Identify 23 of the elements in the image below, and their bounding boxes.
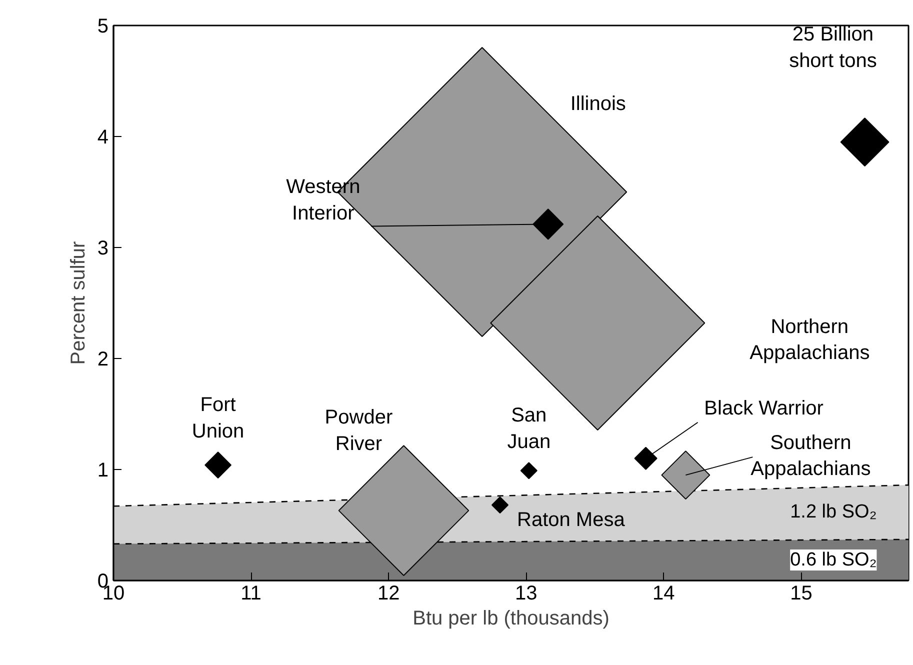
y-axis-title: Percent sulfur — [67, 240, 90, 365]
text: Black Warrior — [704, 397, 824, 420]
series-label: Fort Union — [192, 394, 244, 442]
series-label: 1.2 lb SO₂ — [790, 502, 877, 523]
x-tick-label: 12 — [377, 582, 400, 604]
series-label: Raton Mesa — [516, 509, 626, 532]
text: Northern Appalachians — [750, 316, 870, 364]
series-label: 0.6 lb SO₂ — [790, 549, 877, 570]
series-label: Powder River — [324, 406, 393, 455]
series-label: Illinois — [570, 93, 626, 115]
x-axis-title: Btu per lb (thousands) — [412, 608, 610, 630]
x-tick-label: 14 — [652, 582, 675, 604]
y-tick-label: 4 — [97, 126, 108, 148]
x-tick-label: 15 — [790, 582, 812, 604]
series-label: San Juan — [507, 404, 551, 453]
legend-label: 25 Billion short tons — [789, 24, 877, 72]
x-tick-label: 13 — [515, 582, 538, 604]
y-tick-label: 2 — [97, 348, 108, 370]
text: Southern Appalachians — [750, 432, 871, 480]
y-tick-label: 1 — [97, 460, 108, 482]
x-tick-label: 11 — [240, 582, 262, 604]
y-tick-label: 3 — [97, 238, 108, 260]
y-tick-label: 5 — [97, 16, 108, 38]
